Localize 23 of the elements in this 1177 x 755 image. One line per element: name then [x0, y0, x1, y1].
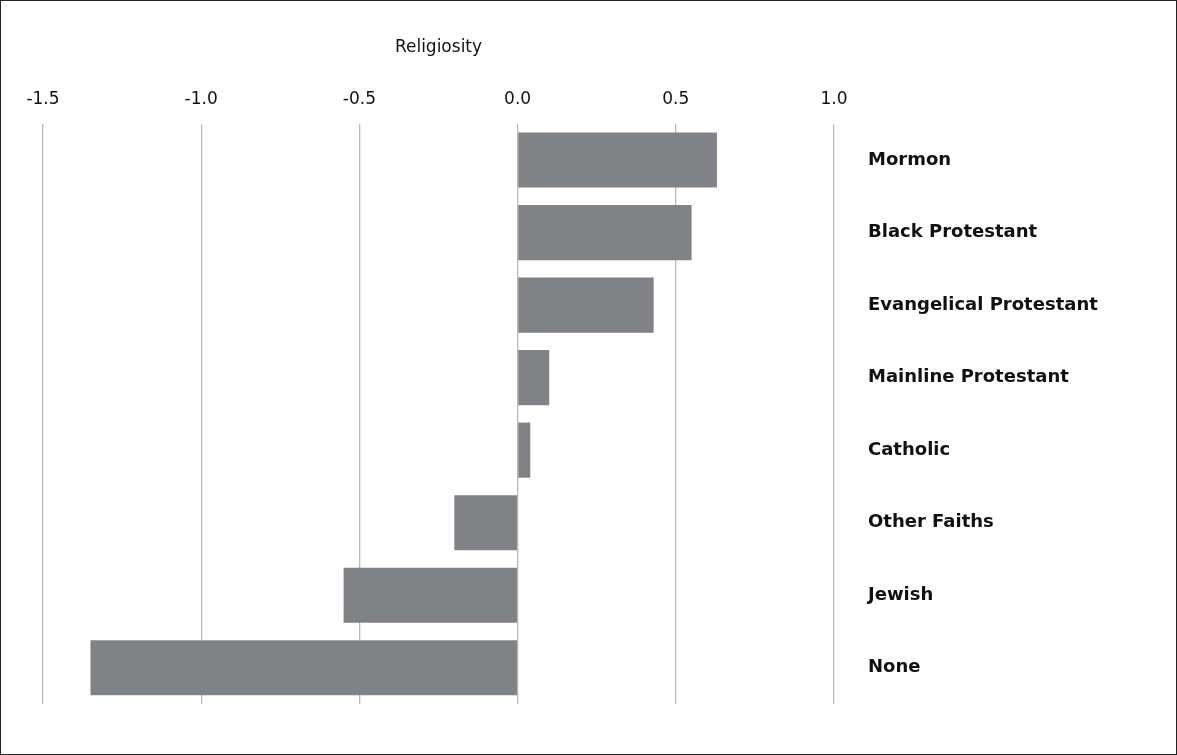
bar — [518, 277, 654, 333]
y-tick-label: Mainline Protestant — [868, 365, 1070, 387]
y-tick-label: None — [868, 655, 921, 677]
bar — [518, 132, 717, 188]
x-tick-label: -1.0 — [184, 88, 218, 109]
y-tick-label: Black Protestant — [868, 220, 1038, 242]
bar — [518, 205, 692, 261]
x-axis-title: Religiosity — [394, 35, 483, 56]
x-tick-label: 0.5 — [662, 88, 690, 109]
bar — [343, 567, 517, 623]
x-tick-label: 1.0 — [820, 88, 848, 109]
bar — [518, 350, 550, 406]
y-tick-label: Mormon — [868, 147, 952, 169]
bar — [518, 422, 531, 478]
y-tick-label: Catholic — [868, 437, 951, 459]
x-tick-label: 0.0 — [504, 88, 532, 109]
x-tick-label: -0.5 — [342, 88, 376, 109]
y-tick-label: Other Faiths — [868, 510, 994, 532]
x-tick-label: -1.5 — [26, 88, 60, 109]
y-tick-label: Jewish — [866, 582, 934, 604]
y-tick-label: Evangelical Protestant — [868, 292, 1099, 314]
bar — [454, 495, 517, 551]
bar — [90, 640, 517, 696]
